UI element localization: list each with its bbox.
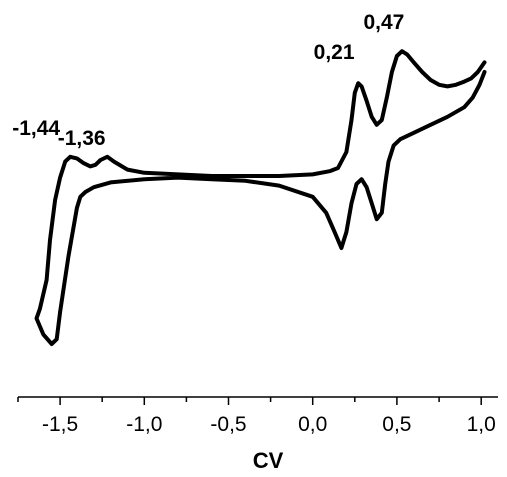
peak-label-2: 0,21 <box>314 41 355 64</box>
x-tick-label-0: -1,5 <box>42 413 78 436</box>
x-tick-label-2: -0,5 <box>210 413 246 436</box>
annotation-layer: -1,44-1,36 0,21 0,47 <box>12 11 404 150</box>
x-tick-label-3: 0,0 <box>298 413 327 436</box>
peak-label-0: -1,44 <box>12 117 60 140</box>
x-tick-label-5: 1,0 <box>467 413 496 436</box>
peak-label-1: -1,36 <box>58 127 106 150</box>
curve-layer <box>34 49 487 346</box>
x-axis: -1,5 -1,0 -0,5 0,0 0,5 1,0 <box>17 396 498 436</box>
cv-curve-0 <box>34 49 487 346</box>
x-axis-title: CV <box>253 448 284 473</box>
peak-label-3: 0,47 <box>363 11 404 34</box>
x-tick-label-4: 0,5 <box>382 413 411 436</box>
x-tick-label-1: -1,0 <box>126 413 162 436</box>
